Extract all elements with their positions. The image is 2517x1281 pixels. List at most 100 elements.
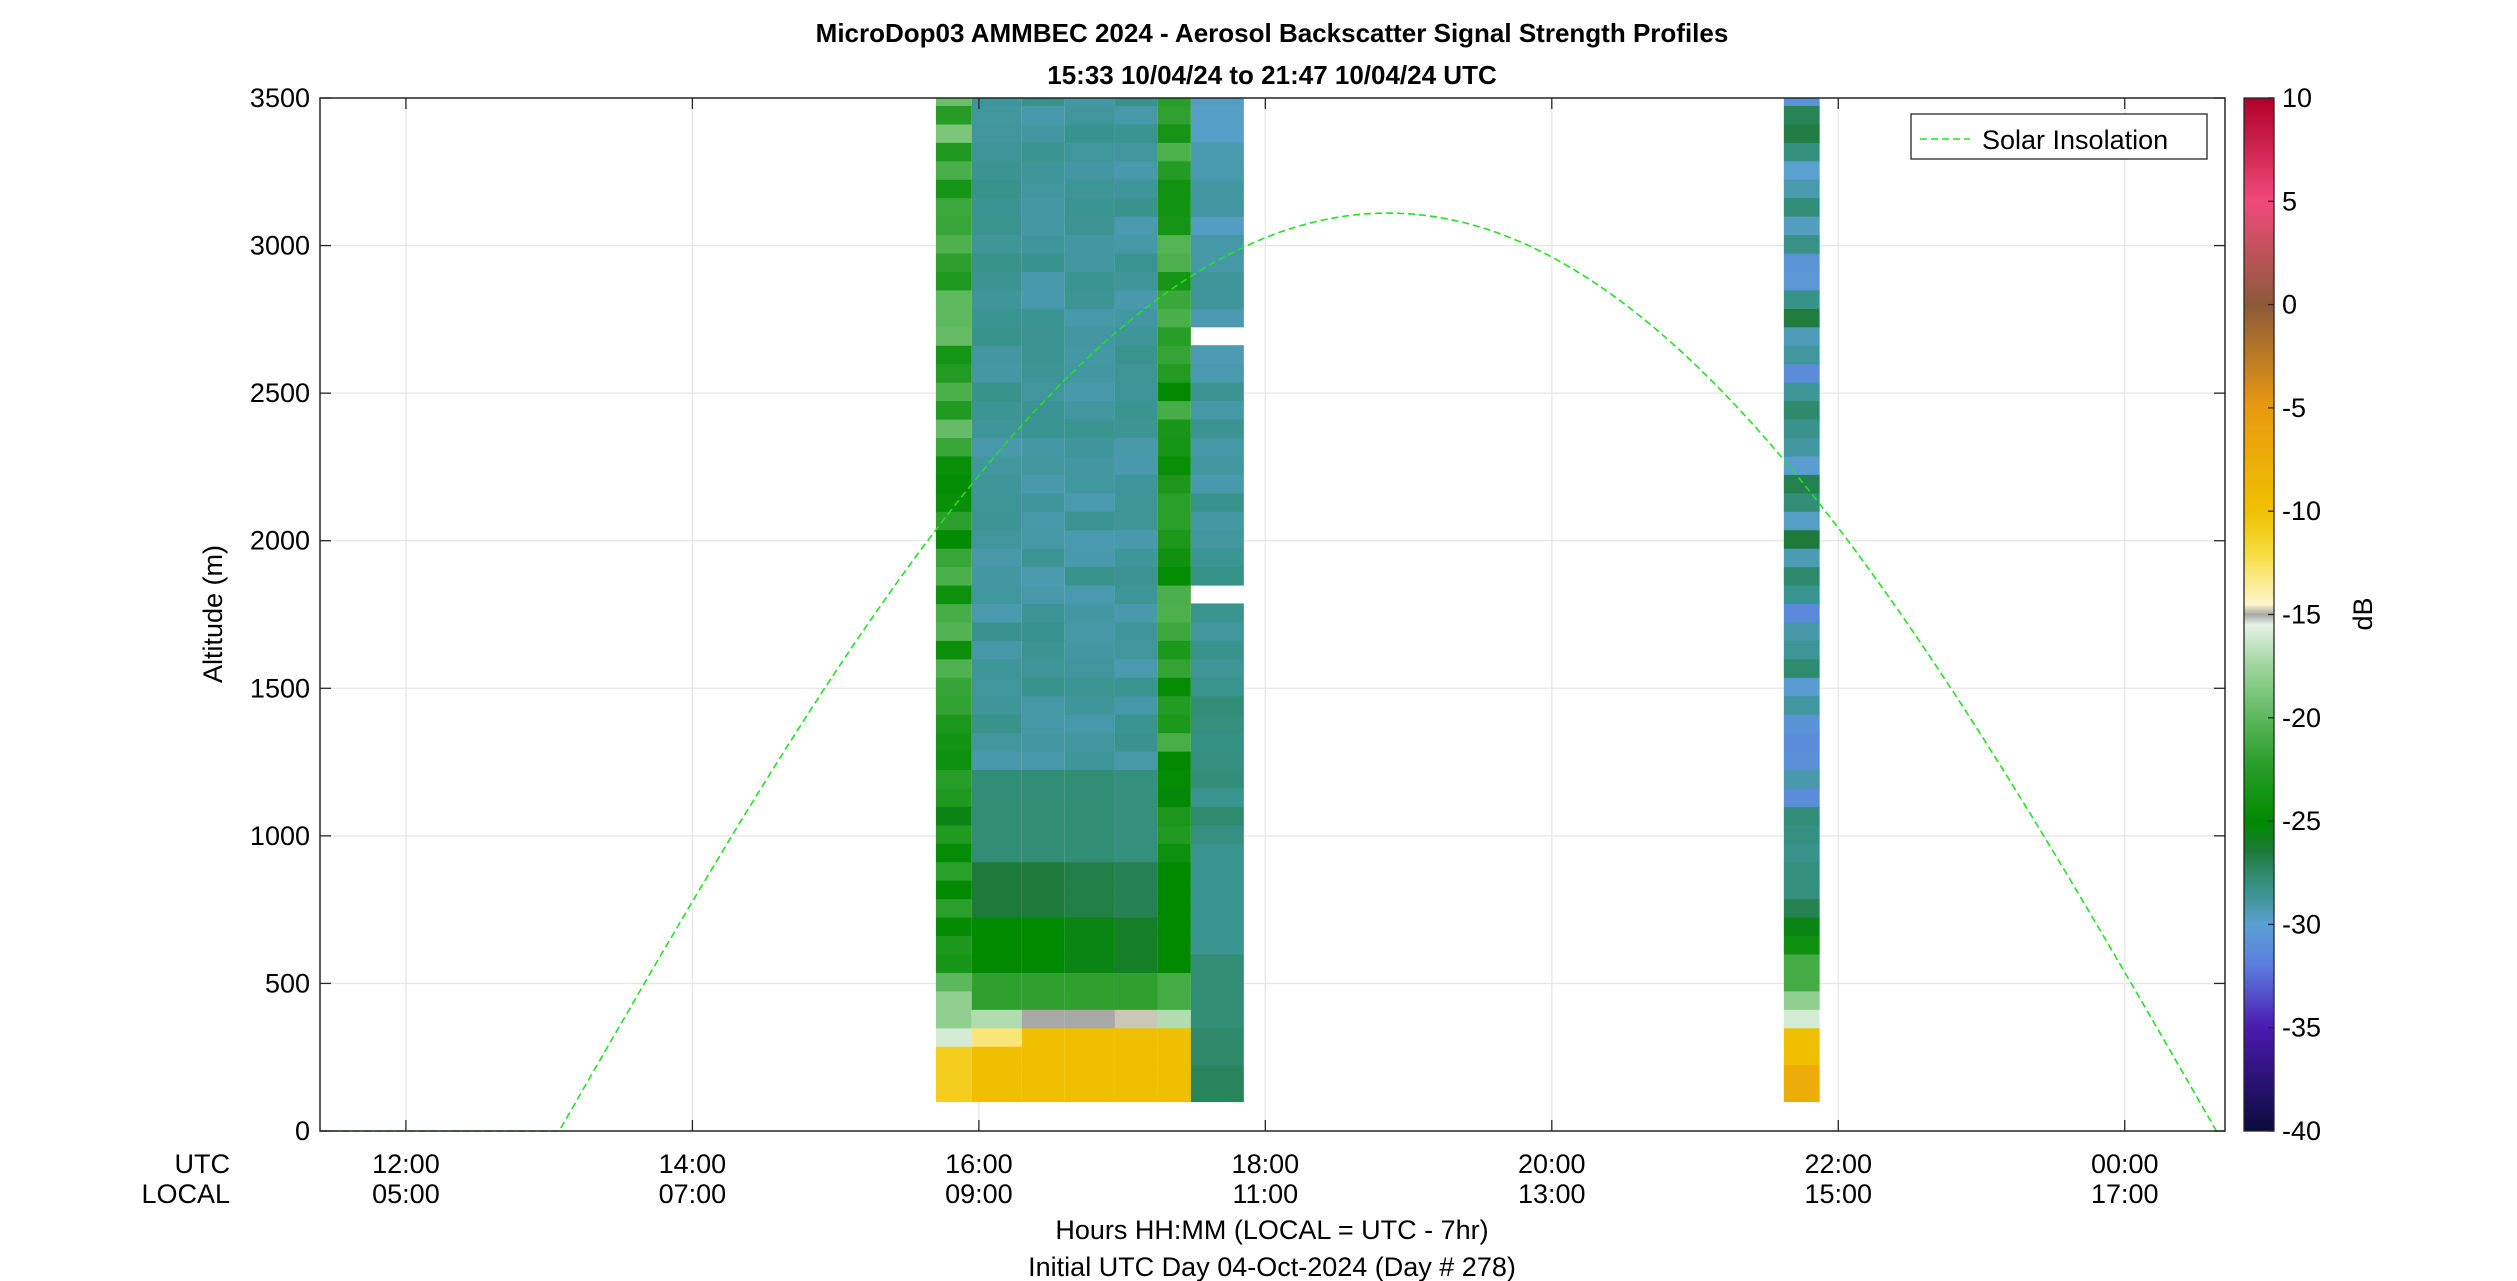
profile-cell xyxy=(1064,548,1115,568)
legend-box xyxy=(1910,113,2208,160)
profile-cell xyxy=(1783,308,1820,328)
x-tick-label-utc: 12:00 xyxy=(372,1149,440,1179)
profile-cell xyxy=(1190,898,1244,918)
profile-cell xyxy=(1114,861,1158,881)
profile-cell xyxy=(1114,345,1158,365)
profile-cell xyxy=(1064,1027,1115,1047)
profile-cell xyxy=(935,1046,972,1066)
profile-cell xyxy=(1114,98,1158,106)
profile-cell xyxy=(1783,326,1820,346)
profile-cell xyxy=(1783,621,1820,641)
profile-cell xyxy=(1114,363,1158,383)
profile-cell xyxy=(935,769,972,789)
profile-cell xyxy=(1190,289,1244,309)
profile-cell xyxy=(935,326,972,346)
colorbar-tick-label: -10 xyxy=(2282,496,2321,526)
profile-cell xyxy=(971,677,1022,697)
profile-cell xyxy=(935,621,972,641)
profile-cell xyxy=(1783,160,1820,180)
profile-cell xyxy=(935,105,972,125)
profile-cell xyxy=(1021,437,1065,457)
profile-cell xyxy=(1157,252,1191,272)
profile-cell xyxy=(1064,105,1115,125)
profile-cell xyxy=(971,271,1022,291)
profile-cell xyxy=(1783,179,1820,199)
profile-cell xyxy=(971,511,1022,531)
x-tick-label-local: 07:00 xyxy=(659,1179,727,1209)
profile-cell xyxy=(1064,400,1115,420)
colorbar-tick-label: 10 xyxy=(2282,83,2312,113)
profile-cell xyxy=(935,751,972,771)
profile-cell xyxy=(1190,345,1244,365)
profile-cell xyxy=(1021,769,1065,789)
y-ticks: 0 500 1000 1500 2000 2500 3000 3500 xyxy=(250,83,2225,1146)
profile-cell xyxy=(1114,197,1158,217)
profile-cell xyxy=(1157,898,1191,918)
profile-cell xyxy=(1157,142,1191,162)
profile-cell xyxy=(1114,990,1158,1010)
profile-cell xyxy=(1190,806,1244,826)
profile-cell xyxy=(1114,160,1158,180)
profile-cell xyxy=(935,880,972,900)
profile-cell xyxy=(1190,953,1244,973)
profile-cell xyxy=(1114,455,1158,475)
profile-cell xyxy=(1064,787,1115,807)
profile-cell xyxy=(1114,1046,1158,1066)
profile-cell xyxy=(935,179,972,199)
profile-cell xyxy=(1064,640,1115,660)
profile-cell xyxy=(935,824,972,844)
profile-cell xyxy=(1021,179,1065,199)
profile-cell xyxy=(971,658,1022,678)
profile-cell xyxy=(1157,658,1191,678)
solar-insolation-line xyxy=(320,212,2225,1132)
profile-cell xyxy=(1114,972,1158,992)
profile-cell xyxy=(971,326,1022,346)
profile-cell xyxy=(935,990,972,1010)
profile-cell xyxy=(1064,898,1115,918)
profile-cell xyxy=(935,806,972,826)
profile-cell xyxy=(1783,806,1820,826)
profile-cell xyxy=(971,861,1022,881)
profile-cell xyxy=(1157,160,1191,180)
profile-cell xyxy=(935,400,972,420)
profile-cell xyxy=(1157,621,1191,641)
profile-cell xyxy=(1064,584,1115,605)
profile-cell xyxy=(935,455,972,475)
profile-cell xyxy=(1114,732,1158,752)
x-tick-label-local: 13:00 xyxy=(1518,1179,1586,1209)
profile-cell xyxy=(1114,640,1158,660)
profile-cell xyxy=(1021,806,1065,826)
profile-cell xyxy=(1190,511,1244,531)
profile-cell xyxy=(1021,308,1065,328)
profile-cell xyxy=(1783,566,1820,586)
profile-cell xyxy=(1114,824,1158,844)
profile-cell xyxy=(1064,326,1115,346)
profile-cell xyxy=(935,548,972,568)
profile-cell xyxy=(1783,1083,1820,1103)
profile-cell xyxy=(1157,1009,1191,1029)
colorbar-tick-label: 5 xyxy=(2282,186,2297,216)
profile-cell xyxy=(1783,584,1820,605)
profile-cell xyxy=(1190,714,1244,734)
profile-cell xyxy=(1783,1064,1820,1084)
profile-cell xyxy=(1064,751,1115,771)
profile-cell xyxy=(1021,271,1065,291)
profile-cell xyxy=(1021,621,1065,641)
profile-cell xyxy=(971,843,1022,863)
profile-cell xyxy=(1190,216,1244,236)
profile-cell xyxy=(1021,455,1065,475)
profile-cell xyxy=(971,418,1022,439)
profile-cell xyxy=(1064,382,1115,402)
profile-cell xyxy=(1190,252,1244,272)
profile-cell xyxy=(1064,861,1115,881)
profile-cell xyxy=(971,917,1022,937)
x-tick-label-utc: 16:00 xyxy=(945,1149,1013,1179)
profile-cell xyxy=(1190,566,1244,586)
profile-cell xyxy=(1157,271,1191,291)
profile-cells xyxy=(935,98,1820,1103)
profile-cell xyxy=(1783,714,1820,734)
profile-cell xyxy=(1157,492,1191,512)
profile-cell xyxy=(971,935,1022,955)
profile-cell xyxy=(971,621,1022,641)
x-tick-label-local: 17:00 xyxy=(2091,1179,2159,1209)
